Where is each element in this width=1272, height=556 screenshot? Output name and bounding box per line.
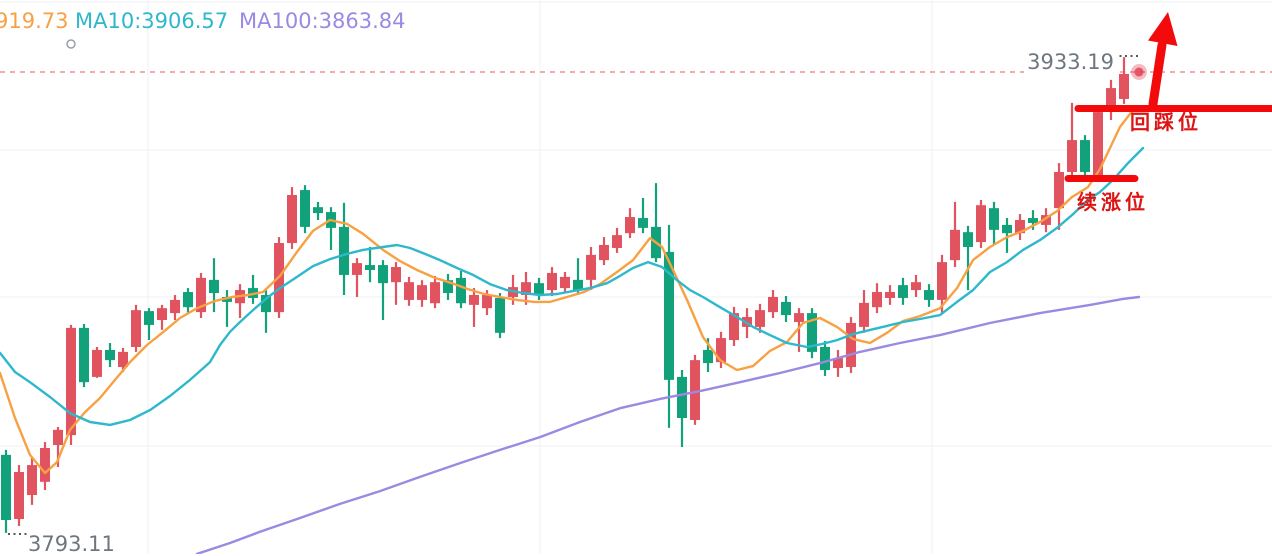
candle-body-up (729, 313, 739, 341)
ma100-line (195, 295, 1141, 554)
candle-body-down (144, 311, 154, 325)
candle-body-down (1002, 224, 1012, 234)
candle-body-down (703, 349, 713, 364)
candle-body-up (404, 282, 414, 300)
candle-body-down (573, 279, 583, 291)
ma10-legend-label: MA10:3906.57 (75, 9, 229, 33)
candle-body-down (1080, 140, 1090, 172)
candle-body-down (105, 349, 115, 361)
candle-body-up (469, 295, 479, 305)
candle-body-up (716, 338, 726, 363)
candle-body-up (872, 292, 882, 308)
candle-body-down (664, 251, 674, 380)
candle-body-up (612, 235, 622, 248)
candle-body-down (638, 218, 648, 228)
ma100-legend-label: MA100:3863.84 (239, 9, 406, 33)
high-price-label: 3933.19 (1024, 52, 1117, 73)
candle-body-down (781, 301, 791, 316)
candle-body-up (27, 465, 37, 495)
candle-body-up (430, 282, 440, 304)
candle-body-up (976, 205, 986, 243)
candle-body-down (807, 313, 817, 352)
candle-body-up (391, 267, 401, 283)
candle-body-up (846, 322, 856, 368)
candle-body-up (196, 277, 206, 313)
candle-body-up (131, 310, 141, 347)
candle-body-up (66, 327, 76, 436)
candle-body-up (53, 429, 63, 445)
candle-body-down (456, 277, 466, 304)
candle-body-up (287, 195, 297, 244)
candle-body-up (521, 282, 531, 295)
candle-body-down (677, 376, 687, 419)
candle-body-down (820, 346, 830, 370)
candle-body-up (170, 299, 180, 314)
candle-body-up (599, 245, 609, 261)
candle-body-down (378, 265, 388, 284)
candle-body-up (352, 263, 362, 275)
candle-body-up (560, 276, 570, 289)
low-price-label: 3793.11 (28, 532, 115, 556)
candle-body-up (1106, 88, 1116, 111)
candle-body-down (898, 285, 908, 298)
candle-body-up (482, 295, 492, 309)
candle-body-up (937, 262, 947, 300)
candle-body-up (755, 310, 765, 327)
pullback-annotation-label: 回踩位 (1130, 110, 1202, 134)
candle-body-down (1028, 218, 1038, 223)
candle-body-down (365, 265, 375, 270)
candle-body-up (625, 217, 635, 234)
candle-body-up (586, 254, 596, 280)
candle-body-up (833, 358, 843, 369)
candle-body-up (40, 447, 50, 482)
candle-body-up (547, 272, 557, 291)
candle-body-down (339, 226, 349, 275)
candle-body-up (1119, 73, 1129, 99)
price-dot (1134, 67, 1144, 77)
candle-body-up (1041, 215, 1051, 225)
hollow-circle-marker (66, 39, 76, 49)
candle-body-up (950, 229, 960, 261)
candle-body-up (794, 313, 804, 322)
candle-body-up (1067, 140, 1077, 172)
candle-body-down (989, 208, 999, 230)
candle-body-down (300, 190, 310, 227)
candle-body-down (209, 279, 219, 294)
ma5-legend-label: 919.73 (0, 9, 69, 33)
candle-body-down (313, 207, 323, 214)
candle-body-up (417, 285, 427, 300)
candle-body-down (534, 283, 544, 295)
up-arrow-shaft (1148, 40, 1167, 109)
candle-body-up (1054, 171, 1064, 209)
candle-body-up (859, 302, 869, 327)
candle-body-down (443, 280, 453, 294)
candle-body-up (157, 308, 167, 320)
candle-body-up (768, 296, 778, 313)
candle-body-up (1093, 112, 1103, 176)
candle-body-down (183, 292, 193, 308)
candle-body-down (261, 295, 271, 313)
candle-body-down (79, 327, 89, 383)
candle-body-down (222, 296, 232, 302)
continue-rise-annotation-label: 续涨位 (1077, 190, 1149, 214)
ma5-line (0, 108, 1135, 475)
candle-body-up (14, 471, 24, 520)
candle-body-up (690, 360, 700, 420)
candle-body-down (1, 454, 11, 520)
candle-body-up (1015, 220, 1025, 234)
ma10-line (0, 146, 1145, 427)
candle-body-down (495, 297, 505, 333)
candle-body-up (885, 292, 895, 298)
up-arrow-head (1148, 12, 1178, 46)
candle-body-up (118, 351, 128, 368)
candle-body-up (911, 282, 921, 291)
candle-body-down (963, 232, 973, 247)
candle-body-down (924, 290, 934, 300)
candle-body-up (92, 349, 102, 377)
